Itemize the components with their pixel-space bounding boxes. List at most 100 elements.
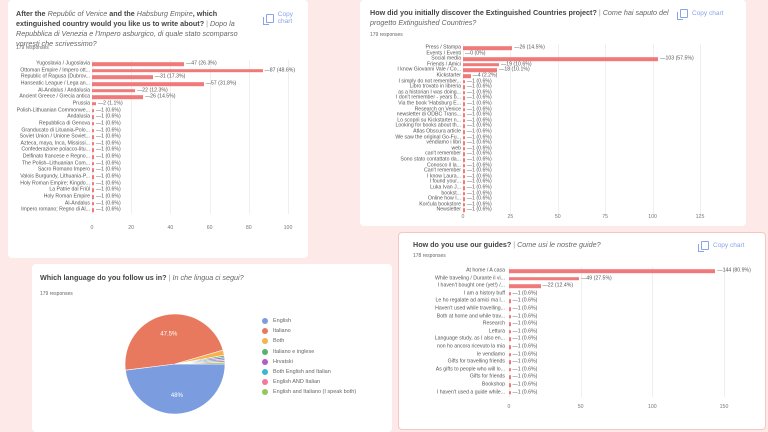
bar <box>509 368 511 372</box>
legend-item[interactable]: Hrvatski <box>262 358 293 365</box>
title-part: , which extinguished country would you l… <box>16 9 218 28</box>
legend-item[interactable]: Italiano <box>262 328 291 335</box>
title-separator: | <box>166 273 173 282</box>
bar-value-label: —1 (0.6%) <box>512 381 538 388</box>
bar-label: can't remember <box>425 150 461 157</box>
bar-label: Events / Eventi <box>426 49 461 56</box>
bar <box>509 330 511 334</box>
bar-label: Gifts for friends <box>469 373 505 380</box>
legend-item[interactable]: English <box>262 318 291 324</box>
bar <box>463 186 465 190</box>
copy-chart-button[interactable]: Copy chart <box>698 241 744 252</box>
bar-value-label: —1 (0.6%) <box>95 160 121 167</box>
axis-tick-label: 0 <box>507 404 511 410</box>
axis-tick-label: 100 <box>648 404 657 410</box>
bar-label: Confederazione polacco-litu... <box>21 146 90 153</box>
legend-swatch <box>262 318 268 324</box>
bar-label: Granducato di Lituania-Polo... <box>21 126 90 133</box>
axis-tick-label: 0 <box>90 225 94 231</box>
bar <box>92 168 94 173</box>
bar <box>92 75 153 80</box>
bar <box>463 169 465 173</box>
bar <box>463 124 465 129</box>
bar-value-label: —1 (0.6%) <box>466 139 492 146</box>
gridline <box>652 44 654 215</box>
bar-label: Sacro Romano Impero <box>37 166 90 173</box>
bar-label: Holy Roman Empire <box>43 193 90 200</box>
bar-value-label: —1 (0.6%) <box>466 150 492 157</box>
bar-label: Hanseatic League / Lega an... <box>20 80 90 87</box>
title-part: How do you use our guides? <box>413 240 512 249</box>
bar-value-label: —1 (0.6%) <box>466 195 492 202</box>
bar-value-label: —1 (0.6%) <box>512 373 538 380</box>
bar-value-label: —1 (0.6%) <box>466 128 492 135</box>
axis-tick-label: 75 <box>602 214 609 220</box>
legend-item[interactable]: English AND Italian <box>262 379 321 386</box>
axis-tick-label: 20 <box>128 225 135 231</box>
bar <box>92 188 94 193</box>
copy-chart-button[interactable]: Copy chart <box>677 9 724 20</box>
legend-item[interactable]: Italiano e inglese <box>262 348 314 355</box>
bar-label: Conosco il la... <box>426 161 461 168</box>
bar-value-label: —1 (0.6%) <box>466 117 492 124</box>
title-separator: | <box>204 19 210 28</box>
legend-label: English AND Italian <box>273 379 321 386</box>
bar-value-label: —1 (0.6%) <box>466 100 492 107</box>
bar-label: Soviet Union / Unione Soviet... <box>19 133 90 140</box>
response-count: 179 responses <box>370 32 403 38</box>
copy-chart-label: Copy chart <box>692 10 724 17</box>
legend-item[interactable]: Both <box>262 338 284 345</box>
bar-value-label: —1 (0.6%) <box>512 320 538 327</box>
bar-label: Azteca, maya, Inca, Mississi... <box>20 140 90 147</box>
bar-label: vendiamo i libri <box>426 139 461 146</box>
bar <box>463 158 465 162</box>
bar-value-label: —1 (0.6%) <box>512 388 538 395</box>
bar-value-label: —1 (0.6%) <box>95 186 121 193</box>
bar-value-label: —1 (0.6%) <box>466 77 492 84</box>
bar <box>463 57 659 61</box>
bar <box>463 197 465 201</box>
bar-value-label: —1 (0.6%) <box>466 105 492 112</box>
copy-icon <box>698 241 709 252</box>
bar-value-label: —1 (0.6%) <box>466 184 492 191</box>
copy-chart-button[interactable]: Copy chart <box>263 11 308 25</box>
legend-item[interactable]: English and Italiano (I speak both) <box>262 389 356 396</box>
bar-value-label: —1 (0.6%) <box>95 106 121 113</box>
title-italian: Come hai saputo del progetto Extinguishe… <box>370 8 669 27</box>
bar-value-label: —1 (0.6%) <box>466 189 492 196</box>
legend-item[interactable]: Both English and Italian <box>262 369 331 375</box>
bar <box>92 201 94 206</box>
bar-label: Impero romano; Regno di Al... <box>21 206 90 213</box>
copy-icon <box>263 13 274 25</box>
bar-label: I haven't used a guide while... <box>436 388 505 395</box>
bar-value-label: —1 (0.6%) <box>466 206 492 213</box>
legend-swatch <box>262 338 268 345</box>
bar <box>463 91 465 95</box>
bar-value-label: —31 (17.3%) <box>154 73 186 80</box>
bar-label: Polish-Lithuanian Commonwe... <box>16 106 90 113</box>
bar-value-label: —1 (0.6%) <box>466 83 492 90</box>
bar <box>92 95 143 100</box>
bar-label: Social media <box>431 55 461 62</box>
bar-value-label: —2 (1.1%) <box>97 100 123 107</box>
bar-value-label: —1 (0.6%) <box>512 350 538 357</box>
axis-tick-label: 0 <box>461 214 465 220</box>
bar-label: Can't remember <box>423 167 461 174</box>
bar <box>463 102 465 106</box>
bar-value-label: —1 (0.6%) <box>512 343 538 350</box>
bar-value-label: —1 (0.6%) <box>512 312 538 319</box>
bar-value-label: —1 (0.6%) <box>95 166 121 173</box>
bar <box>463 175 465 179</box>
bar <box>92 161 94 166</box>
bar-label: Newsletter <box>436 206 461 213</box>
copy-icon <box>677 9 688 20</box>
bar <box>92 68 263 73</box>
bar <box>92 155 94 159</box>
axis-tick-label: 40 <box>167 225 174 231</box>
bar <box>509 292 511 296</box>
bar-value-label: —1 (0.6%) <box>466 133 492 140</box>
bar <box>509 352 511 357</box>
bar <box>92 148 94 153</box>
chart-card-guides: How do you use our guides? | Come usi le… <box>398 232 766 430</box>
bar <box>92 108 94 113</box>
